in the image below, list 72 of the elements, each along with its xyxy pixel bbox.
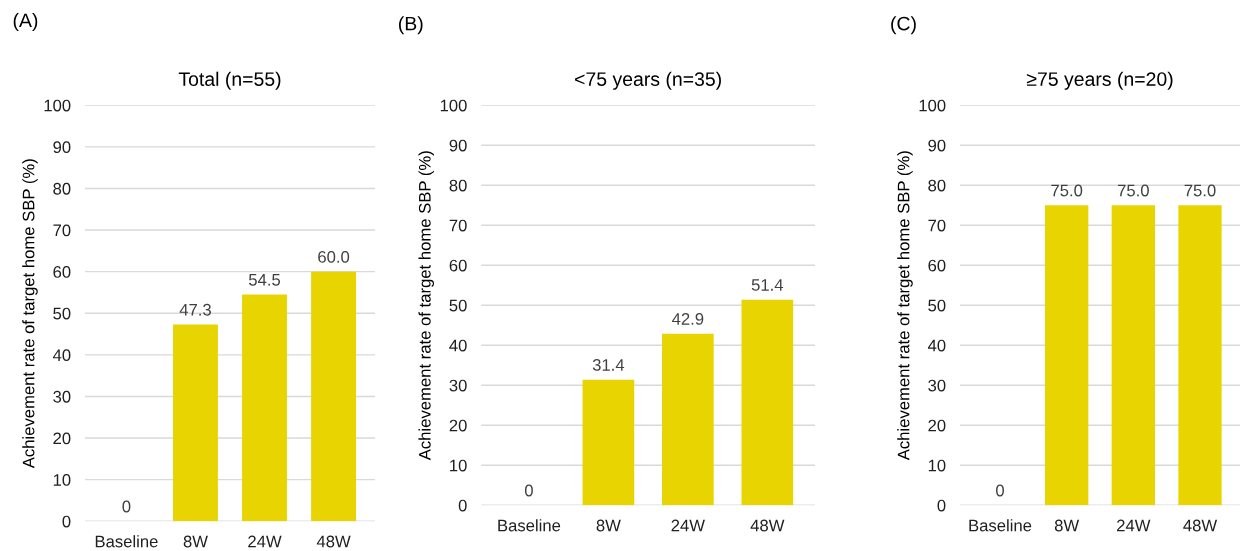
y-tick-label: 80 — [928, 179, 946, 192]
y-tick-label: 70 — [928, 219, 946, 232]
x-tick-label: 24W — [671, 519, 705, 532]
bar — [741, 299, 794, 506]
data-label: 60.0 — [318, 250, 350, 263]
data-label: 0 — [996, 484, 1004, 497]
bar — [582, 379, 635, 506]
y-tick-label: 100 — [440, 99, 467, 112]
x-tick-label: 48W — [1183, 519, 1218, 532]
data-label: 0 — [524, 484, 533, 497]
chart-title: Total (n=55) — [178, 71, 281, 90]
y-tick-label: 50 — [928, 299, 946, 312]
y-tick-label: 20 — [53, 432, 71, 445]
y-tick-label: 30 — [449, 379, 467, 392]
y-tick-label: 20 — [928, 419, 946, 432]
y-tick-label: 30 — [928, 379, 946, 392]
x-tick-label: Baseline — [95, 535, 158, 548]
data-label: 75.0 — [1117, 184, 1149, 197]
data-label: 42.9 — [672, 313, 704, 325]
data-label: 54.5 — [248, 274, 281, 286]
bar — [311, 271, 357, 522]
y-tick-label: 50 — [449, 299, 467, 312]
y-tick-label: 80 — [449, 179, 467, 192]
y-tick-label: 60 — [928, 259, 946, 272]
y-tick-label: 50 — [53, 307, 71, 320]
y-tick-label: 40 — [449, 339, 467, 352]
data-label: 51.4 — [751, 279, 784, 291]
y-tick-label: 20 — [449, 419, 467, 432]
x-tick-label: 8W — [183, 535, 208, 548]
data-label: 47.3 — [179, 303, 211, 316]
y-tick-label: 90 — [928, 139, 946, 152]
y-tick-label: 10 — [53, 474, 71, 486]
y-tick-label: 0 — [62, 515, 71, 528]
x-tick-label: 48W — [750, 519, 785, 532]
x-tick-label: 48W — [316, 535, 351, 548]
y-axis-title: Achievement rate of target home SBP (%) — [22, 159, 38, 469]
y-tick-label: 10 — [928, 459, 946, 472]
bar — [662, 333, 714, 506]
y-tick-label: 90 — [53, 141, 71, 154]
chart-title: <75 years (n=35) — [575, 71, 721, 90]
y-tick-label: 60 — [53, 266, 71, 278]
chart-title: ≥75 years (n=20) — [1026, 71, 1173, 90]
y-tick-label: 100 — [919, 99, 946, 112]
y-tick-label: 100 — [44, 99, 71, 112]
y-tick-label: 0 — [458, 499, 467, 512]
x-tick-label: Baseline — [969, 519, 1032, 532]
y-axis-title: Achievement rate of target home SBP (%) — [897, 151, 913, 461]
y-tick-label: 40 — [927, 339, 946, 352]
x-tick-label: 8W — [596, 519, 621, 532]
data-label: 31.4 — [592, 359, 625, 371]
y-tick-label: 80 — [53, 182, 71, 195]
bar — [242, 294, 287, 522]
text: (B) — [399, 16, 423, 35]
text: (C) — [891, 16, 916, 35]
data-label: 0 — [122, 500, 131, 513]
y-tick-label: 70 — [53, 224, 71, 237]
data-label: 75.0 — [1051, 184, 1083, 197]
x-tick-label: Baseline — [498, 519, 561, 532]
y-tick-label: 90 — [449, 139, 467, 152]
y-axis-title: Achievement rate of target home SBP (%) — [418, 151, 434, 461]
x-tick-label: 24W — [248, 535, 282, 548]
y-tick-label: 30 — [53, 390, 71, 403]
y-tick-label: 0 — [937, 499, 946, 512]
bar — [173, 324, 218, 522]
y-tick-label: 10 — [450, 459, 467, 472]
y-tick-label: 70 — [449, 219, 467, 232]
data-label: 75.0 — [1184, 184, 1216, 197]
text: (A) — [13, 12, 38, 32]
y-tick-label: 40 — [52, 349, 71, 362]
x-tick-label: 8W — [1054, 519, 1080, 532]
x-tick-label: 24W — [1117, 519, 1151, 532]
y-tick-label: 60 — [449, 259, 467, 272]
